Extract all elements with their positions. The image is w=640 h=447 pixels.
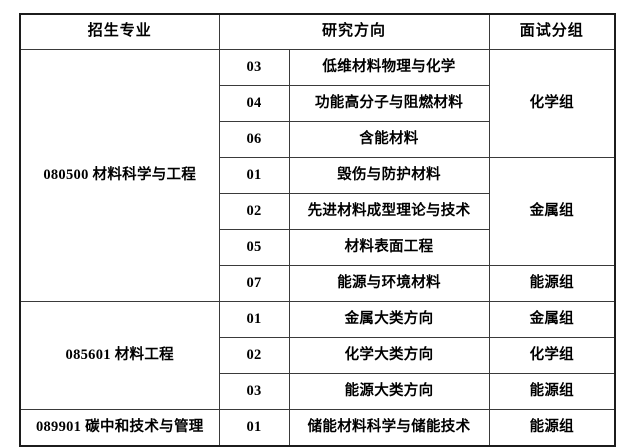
interview-group-cell: 金属组 [488,301,616,338]
header-major: 招生专业 [19,13,220,50]
interview-group-cell: 化学组 [488,337,616,374]
major-cell: 085601 材料工程 [19,301,220,410]
direction-code-cell: 01 [218,301,290,338]
direction-code-cell: 03 [218,373,290,410]
direction-code-cell: 01 [218,157,290,194]
table-header-row: 招生专业 研究方向 面试分组 [19,13,616,50]
interview-group-cell: 金属组 [488,157,616,266]
direction-name-cell: 材料表面工程 [288,229,490,266]
table-row: 07 能源与环境材料 能源组 [20,265,616,302]
direction-code-cell: 07 [218,265,290,302]
direction-name-cell: 毁伤与防护材料 [288,157,490,194]
direction-name-cell: 化学大类方向 [288,337,490,374]
table-row: 01 毁伤与防护材料 金属组 [20,157,616,266]
major-cell: 089901 碳中和技术与管理 [19,409,220,447]
direction-code-cell: 03 [218,49,290,86]
table-row: 06 含能材料 [20,121,615,158]
table-header: 招生专业 研究方向 面试分组 [19,13,616,50]
table-row: 05 材料表面工程 [20,229,615,266]
table-row: 02 先进材料成型理论与技术 [20,193,615,230]
direction-code-cell: 02 [218,193,290,230]
direction-name-cell: 含能材料 [288,121,490,158]
direction-code-cell: 04 [218,85,290,122]
table-row: 085601 材料工程 01 金属大类方向 金属组 [19,301,616,410]
table-row: 089901 碳中和技术与管理 01 储能材料科学与储能技术 能源组 [19,409,616,447]
direction-name-cell: 低维材料物理与化学 [288,49,490,86]
direction-code-cell: 06 [218,121,290,158]
header-group: 面试分组 [488,13,616,50]
direction-code-cell: 05 [218,229,290,266]
direction-code-cell: 01 [218,409,290,447]
interview-group-cell: 能源组 [488,373,616,410]
table-row: 02 化学大类方向 化学组 [20,337,616,374]
major-cell: 080500 材料科学与工程 [19,49,220,302]
interview-group-cell: 能源组 [488,409,616,447]
direction-name-cell: 先进材料成型理论与技术 [288,193,490,230]
direction-name-cell: 能源与环境材料 [288,265,490,302]
table-body: 080500 材料科学与工程 03 低维材料物理与化学 化学组 04 功能高分子与阻燃材料… [19,49,616,447]
interview-group-cell: 能源组 [488,265,616,302]
interview-group-cell: 化学组 [488,49,616,158]
table-row: 04 功能高分子与阻燃材料 [20,85,615,122]
table-row: 080500 材料科学与工程 03 低维材料物理与化学 化学组 [19,49,616,302]
direction-name-cell: 能源大类方向 [288,373,490,410]
header-direction: 研究方向 [218,13,490,50]
direction-name-cell: 功能高分子与阻燃材料 [288,85,490,122]
direction-name-cell: 储能材料科学与储能技术 [288,409,490,447]
admissions-table: 招生专业 研究方向 面试分组 080500 材料科学与工程 03 低维材料物理与化学… [19,13,617,447]
direction-code-cell: 02 [218,337,290,374]
table-row: 03 能源大类方向 能源组 [20,373,616,410]
direction-name-cell: 金属大类方向 [288,301,490,338]
